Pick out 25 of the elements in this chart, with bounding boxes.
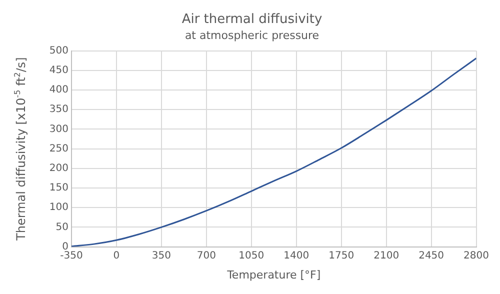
y-tick-label: 150 <box>49 182 68 194</box>
x-tick-label: 700 <box>196 250 216 262</box>
x-tick-label: 2100 <box>374 250 400 262</box>
x-tick-label: -350 <box>60 250 83 262</box>
chart-subtitle: at atmospheric pressure <box>184 29 320 42</box>
y-tick-label: 300 <box>49 124 68 135</box>
x-tick-label: 1750 <box>328 250 354 262</box>
y-tick-label: 400 <box>49 84 68 96</box>
x-tick-label: 0 <box>113 250 120 262</box>
x-tick-label: 350 <box>152 250 171 262</box>
y-tick-label: 500 <box>49 45 68 56</box>
y-tick-label: 100 <box>49 202 68 214</box>
y-tick-label: 0 <box>62 241 68 252</box>
y-tick-label: 450 <box>49 64 68 76</box>
y-axis-title: Thermal diffusivity [x10-5 ft2/s] <box>13 57 28 242</box>
x-tick-label: 1050 <box>238 250 264 262</box>
chart-title: Air thermal diffusivity <box>182 12 322 28</box>
x-tick-label: 1400 <box>284 250 310 262</box>
x-tick-label: 2450 <box>418 250 444 262</box>
y-tick-label: 250 <box>49 143 68 154</box>
y-tick-label: 50 <box>56 222 68 233</box>
y-tick-label: 350 <box>49 104 68 116</box>
y-tick-label: 200 <box>49 162 68 174</box>
x-tick-label: 2800 <box>464 250 489 262</box>
x-axis-title: Temperature [°F] <box>226 268 321 282</box>
